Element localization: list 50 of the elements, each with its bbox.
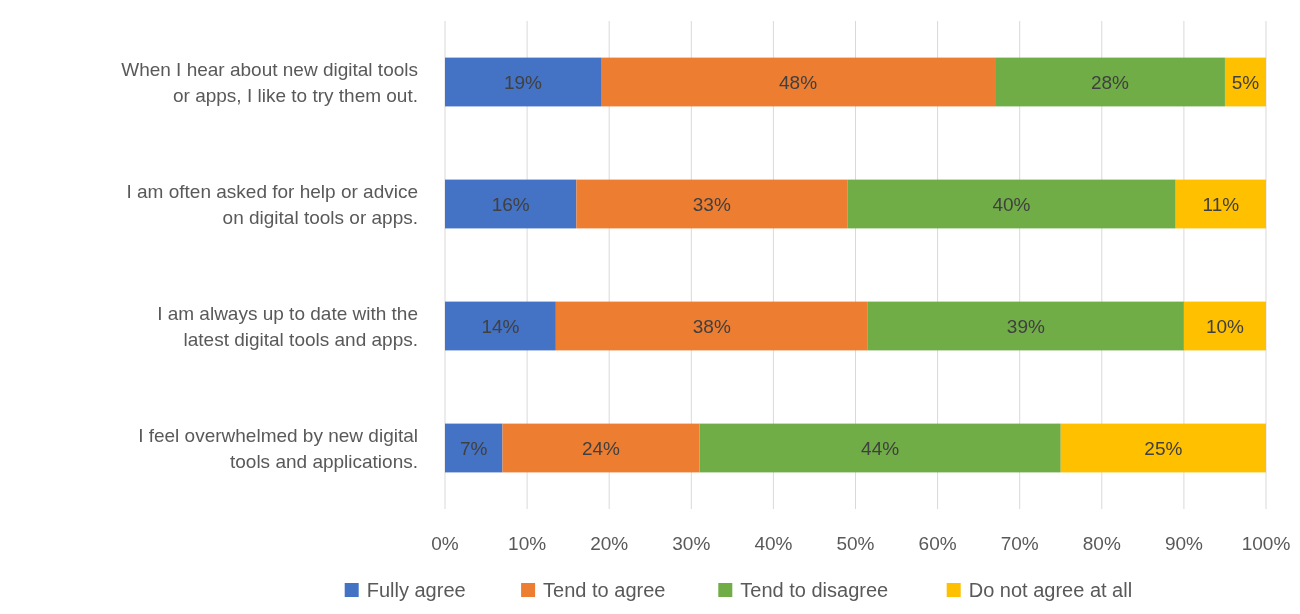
bar <box>995 57 1225 107</box>
data-label: 25% <box>1144 437 1183 459</box>
data-label: 28% <box>1090 71 1130 93</box>
data-label: 33% <box>692 193 731 215</box>
legend-label: Do not agree at all <box>968 579 1133 601</box>
bar <box>445 179 577 229</box>
x-tick-label: 0% <box>431 532 459 554</box>
legend-label: Tend to disagree <box>740 579 889 601</box>
y-tick-label: I am always up to date with the latest digital tools and apps. <box>157 302 418 350</box>
bar <box>445 301 556 351</box>
x-tick-label: 100% <box>1241 532 1291 554</box>
x-tick-label: 20% <box>590 532 629 554</box>
x-tick-label: 90% <box>1164 532 1204 554</box>
y-tick-label: I feel overwhelmed by new digital tools and applications. <box>138 424 418 472</box>
bar <box>867 301 1184 351</box>
data-label: 40% <box>992 193 1031 215</box>
data-label: 19% <box>503 71 543 93</box>
x-tick-label: 40% <box>754 532 793 554</box>
data-label: 14% <box>481 315 520 337</box>
legend-label: Fully agree <box>366 579 466 601</box>
bar <box>600 57 996 107</box>
bar <box>1060 423 1266 473</box>
legend-label: Tend to agree <box>543 579 666 601</box>
data-label: 48% <box>779 71 818 93</box>
data-label: 39% <box>1006 315 1045 337</box>
x-tick-label: 60% <box>918 532 957 554</box>
data-label: 44% <box>861 437 900 459</box>
x-tick-label: 30% <box>672 532 711 554</box>
y-tick-label: I am often asked for help or advice on digital tools or apps. <box>126 180 418 228</box>
bar <box>555 301 868 351</box>
bar <box>576 179 848 229</box>
data-label: 16% <box>491 193 530 215</box>
x-tick-label: 50% <box>836 532 875 554</box>
bar <box>847 179 1176 229</box>
x-tick-label: 70% <box>1000 532 1039 554</box>
data-label: 10% <box>1205 315 1245 337</box>
bar <box>1175 179 1266 229</box>
data-label: 11% <box>1202 193 1240 215</box>
y-tick-label: When I hear about new digital tools or apps, I like to try them out. <box>121 58 418 106</box>
bar <box>1183 301 1266 351</box>
x-tick-label: 80% <box>1082 532 1121 554</box>
data-label: 7% <box>460 437 488 459</box>
bar <box>502 423 700 473</box>
bar <box>445 57 601 107</box>
data-label: 5% <box>1231 71 1260 93</box>
x-tick-label: 10% <box>508 532 547 554</box>
data-label: 24% <box>581 437 621 459</box>
bar <box>699 423 1061 473</box>
data-label: 38% <box>692 315 731 337</box>
bar <box>445 423 503 473</box>
